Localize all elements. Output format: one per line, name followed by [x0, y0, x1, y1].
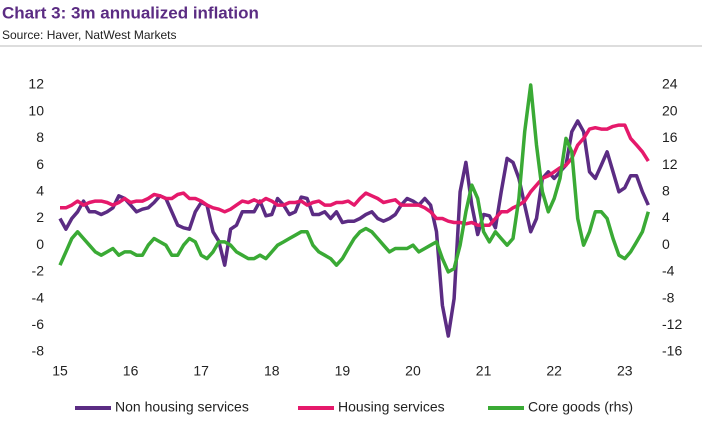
y-tick-label: 8	[36, 129, 44, 145]
x-tick-label: 16	[123, 363, 139, 379]
y2-tick-label: -8	[662, 289, 675, 305]
legend-label: Housing services	[338, 399, 445, 415]
series-line	[58, 119, 650, 338]
y2-tick-label: 12	[662, 156, 678, 172]
x-tick-label: 21	[476, 363, 492, 379]
y2-tick-label: 16	[662, 129, 678, 145]
y2-tick-label: 24	[662, 76, 678, 92]
legend-label: Non housing services	[115, 399, 249, 415]
y-tick-label: -8	[32, 343, 45, 359]
y2-tick-label: -16	[662, 343, 682, 359]
y-tick-label: 2	[36, 209, 44, 225]
series-line	[60, 123, 650, 227]
y-tick-label: 0	[36, 236, 44, 252]
x-tick-label: 19	[335, 363, 351, 379]
y-tick-label: -4	[32, 289, 45, 305]
x-tick-label: 20	[405, 363, 421, 379]
y2-tick-label: 8	[662, 183, 670, 199]
y2-tick-label: -4	[662, 263, 675, 279]
x-tick-label: 23	[617, 363, 633, 379]
y-tick-label: 4	[36, 183, 44, 199]
y2-tick-label: 20	[662, 102, 678, 118]
chart-title: Chart 3: 3m annualized inflation	[2, 3, 259, 22]
series-line	[58, 83, 650, 274]
x-tick-label: 17	[193, 363, 209, 379]
y2-tick-label: 0	[662, 236, 670, 252]
y-tick-label: 10	[28, 102, 44, 118]
y2-tick-label: -12	[662, 316, 682, 332]
x-tick-label: 18	[264, 363, 280, 379]
y-tick-label: -6	[32, 316, 45, 332]
y-tick-label: 6	[36, 156, 44, 172]
chart-subtitle: Source: Haver, NatWest Markets	[2, 28, 177, 42]
x-tick-label: 22	[546, 363, 562, 379]
legend-label: Core goods (rhs)	[528, 399, 633, 415]
x-tick-label: 15	[52, 363, 68, 379]
y-tick-label: -2	[32, 263, 45, 279]
y-tick-label: 12	[28, 76, 44, 92]
y2-tick-label: 4	[662, 209, 670, 225]
